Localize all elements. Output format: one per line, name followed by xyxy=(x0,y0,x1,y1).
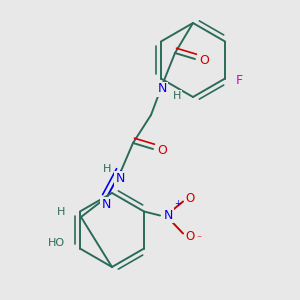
Text: N: N xyxy=(157,82,167,95)
Text: H: H xyxy=(173,91,181,101)
Text: H: H xyxy=(103,164,111,174)
Text: O: O xyxy=(185,230,195,243)
Text: N: N xyxy=(164,209,173,222)
Text: HO: HO xyxy=(47,238,64,248)
Text: ⁻: ⁻ xyxy=(196,235,201,244)
Text: H: H xyxy=(57,207,65,217)
Text: N: N xyxy=(101,197,111,211)
Text: O: O xyxy=(157,143,167,157)
Text: F: F xyxy=(236,74,243,87)
Text: +: + xyxy=(174,200,181,208)
Text: O: O xyxy=(185,192,195,205)
Text: N: N xyxy=(115,172,125,184)
Text: O: O xyxy=(199,53,209,67)
